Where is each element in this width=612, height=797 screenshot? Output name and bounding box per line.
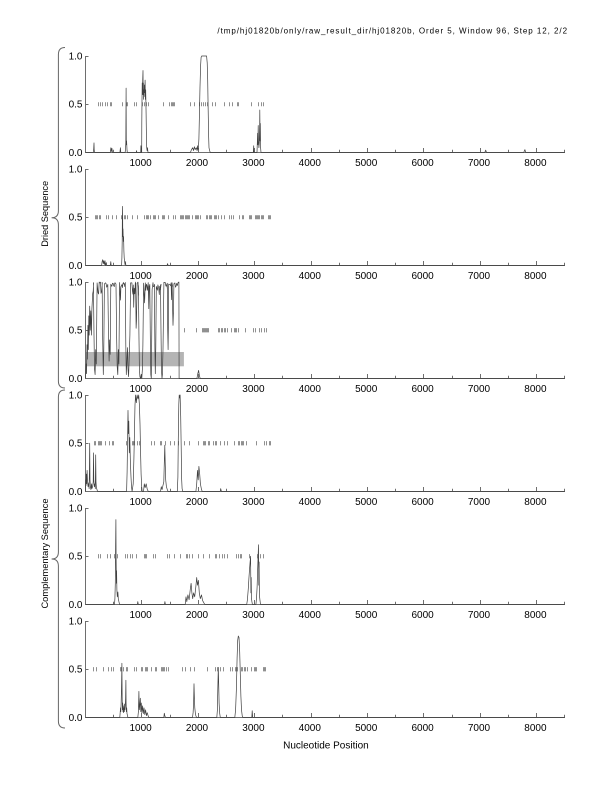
svg-text:8000: 8000 — [524, 271, 547, 282]
svg-text:7000: 7000 — [468, 723, 491, 734]
svg-text:3000: 3000 — [242, 271, 265, 282]
svg-text:6000: 6000 — [411, 610, 434, 621]
svg-text:3000: 3000 — [242, 497, 265, 508]
svg-text:8000: 8000 — [524, 497, 547, 508]
svg-text:6000: 6000 — [411, 497, 434, 508]
svg-text:5000: 5000 — [355, 158, 378, 169]
svg-text:1000: 1000 — [129, 158, 152, 169]
svg-text:1.0: 1.0 — [69, 277, 83, 288]
svg-text:3000: 3000 — [242, 158, 265, 169]
svg-text:0.0: 0.0 — [69, 487, 83, 498]
svg-text:6000: 6000 — [411, 723, 434, 734]
svg-text:2000: 2000 — [186, 610, 209, 621]
svg-text:1.0: 1.0 — [69, 503, 83, 514]
svg-text:2000: 2000 — [186, 723, 209, 734]
svg-text:7000: 7000 — [468, 384, 491, 395]
svg-text:0.5: 0.5 — [69, 100, 83, 111]
svg-text:0.5: 0.5 — [69, 213, 83, 224]
svg-text:4000: 4000 — [299, 271, 322, 282]
svg-text:2000: 2000 — [186, 271, 209, 282]
svg-text:5000: 5000 — [355, 723, 378, 734]
svg-text:7000: 7000 — [468, 271, 491, 282]
svg-text:7000: 7000 — [468, 610, 491, 621]
svg-text:8000: 8000 — [524, 384, 547, 395]
svg-text:8000: 8000 — [524, 158, 547, 169]
svg-text:1000: 1000 — [129, 384, 152, 395]
svg-text:/tmp/hj01820b/only/raw_result_: /tmp/hj01820b/only/raw_result_dir/hj0182… — [217, 27, 568, 36]
svg-text:Nucleotide Position: Nucleotide Position — [283, 741, 369, 752]
svg-text:2000: 2000 — [186, 384, 209, 395]
svg-text:1.0: 1.0 — [69, 390, 83, 401]
svg-text:0.0: 0.0 — [69, 713, 83, 724]
svg-text:1000: 1000 — [129, 723, 152, 734]
svg-text:0.0: 0.0 — [69, 148, 83, 159]
svg-text:3000: 3000 — [242, 384, 265, 395]
svg-text:6000: 6000 — [411, 384, 434, 395]
svg-text:5000: 5000 — [355, 610, 378, 621]
svg-text:3000: 3000 — [242, 610, 265, 621]
svg-text:4000: 4000 — [299, 723, 322, 734]
svg-text:3000: 3000 — [242, 723, 265, 734]
svg-text:5000: 5000 — [355, 271, 378, 282]
svg-text:1.0: 1.0 — [69, 616, 83, 627]
svg-text:1.0: 1.0 — [69, 164, 83, 175]
svg-text:8000: 8000 — [524, 610, 547, 621]
svg-text:2000: 2000 — [186, 497, 209, 508]
svg-text:1.0: 1.0 — [69, 51, 83, 62]
svg-text:1000: 1000 — [129, 497, 152, 508]
svg-text:2000: 2000 — [186, 158, 209, 169]
svg-text:0.0: 0.0 — [69, 600, 83, 611]
svg-text:5000: 5000 — [355, 497, 378, 508]
svg-text:4000: 4000 — [299, 497, 322, 508]
svg-text:7000: 7000 — [468, 497, 491, 508]
svg-text:6000: 6000 — [411, 158, 434, 169]
svg-text:0.5: 0.5 — [69, 552, 83, 563]
svg-text:1000: 1000 — [129, 271, 152, 282]
svg-text:4000: 4000 — [299, 610, 322, 621]
svg-text:6000: 6000 — [411, 271, 434, 282]
svg-text:0.0: 0.0 — [69, 261, 83, 272]
svg-text:8000: 8000 — [524, 723, 547, 734]
svg-text:0.5: 0.5 — [69, 665, 83, 676]
svg-text:Complementary Sequence: Complementary Sequence — [40, 498, 50, 608]
svg-text:4000: 4000 — [299, 158, 322, 169]
svg-text:Dried Sequence: Dried Sequence — [40, 181, 50, 247]
svg-text:0.5: 0.5 — [69, 326, 83, 337]
svg-text:4000: 4000 — [299, 384, 322, 395]
svg-text:1000: 1000 — [129, 610, 152, 621]
svg-text:7000: 7000 — [468, 158, 491, 169]
svg-text:5000: 5000 — [355, 384, 378, 395]
svg-text:0.5: 0.5 — [69, 439, 83, 450]
svg-text:0.0: 0.0 — [69, 374, 83, 385]
